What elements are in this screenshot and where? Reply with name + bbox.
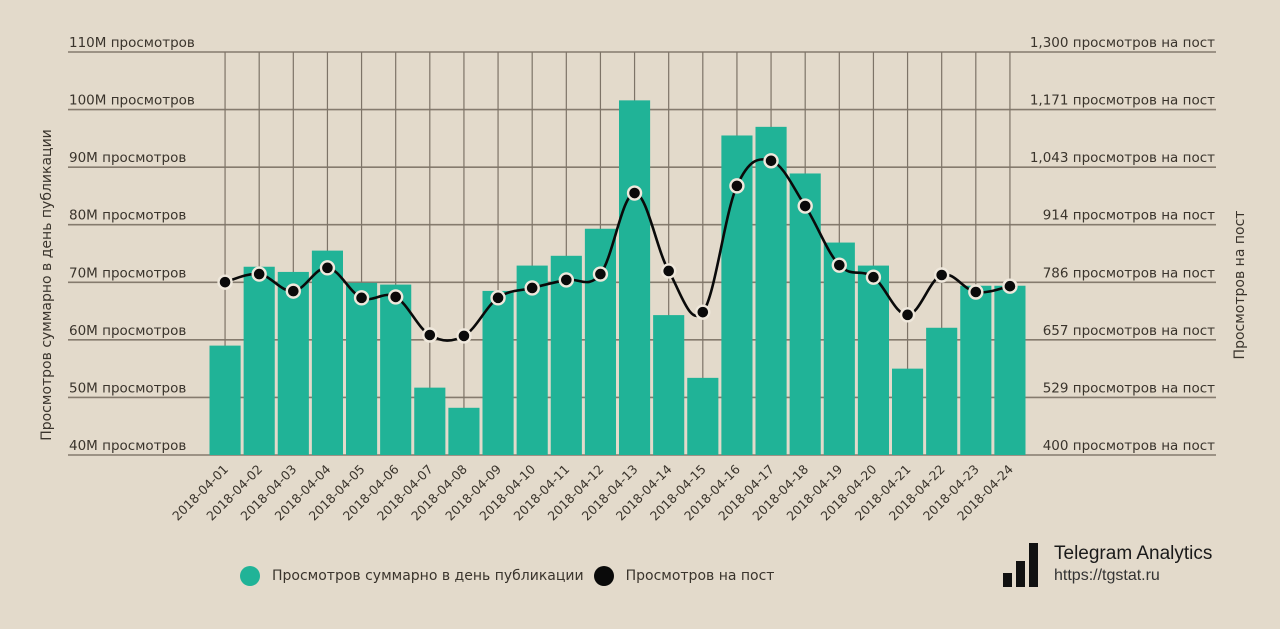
left-tick-labels: 40M просмотров 50M просмотров 60M просмотр…	[69, 35, 195, 454]
bar[interactable]	[380, 284, 412, 455]
line-point[interactable]	[695, 304, 711, 320]
right-tick-label: 786 просмотров на пост	[1043, 265, 1215, 281]
left-tick-label: 60M просмотров	[69, 323, 186, 339]
bar[interactable]	[584, 228, 616, 455]
line-point[interactable]	[456, 328, 472, 344]
line-point[interactable]	[490, 290, 506, 306]
left-tick-label: 110M просмотров	[69, 35, 195, 51]
right-tick-label: 1,043 просмотров на пост	[1030, 150, 1215, 166]
bar[interactable]	[687, 377, 719, 455]
line-point[interactable]	[729, 178, 745, 194]
line-point[interactable]	[933, 267, 950, 283]
brand-name: Telegram Analytics	[1054, 543, 1213, 564]
left-tick-label: 40M просмотров	[69, 438, 186, 454]
line-point[interactable]	[1002, 278, 1018, 294]
left-tick-label: 70M просмотров	[69, 265, 186, 281]
line-point[interactable]	[899, 307, 916, 323]
bar[interactable]	[346, 282, 378, 455]
line-point[interactable]	[524, 280, 540, 296]
legend: Просмотров суммарно в день публикации Пр…	[240, 566, 784, 586]
line-point[interactable]	[558, 272, 575, 288]
bar[interactable]	[653, 315, 685, 455]
line-point[interactable]	[285, 283, 302, 299]
bar[interactable]	[892, 368, 924, 455]
bar[interactable]	[755, 126, 787, 455]
line-point[interactable]	[865, 269, 882, 285]
brand-logo: Telegram Analytics https://tgstat.ru	[1003, 541, 1212, 587]
bar[interactable]	[960, 285, 992, 455]
left-tick-label: 90M просмотров	[69, 150, 186, 166]
bar[interactable]	[619, 100, 651, 456]
legend-teal-dot-icon	[240, 566, 260, 586]
bar[interactable]	[482, 290, 514, 455]
line-point[interactable]	[831, 257, 848, 273]
bar[interactable]	[789, 173, 821, 455]
left-axis-title: Просмотров суммарно в день публикации	[39, 129, 55, 441]
right-tick-label: 657 просмотров на пост	[1043, 323, 1215, 339]
line-point[interactable]	[763, 153, 779, 169]
bar[interactable]	[926, 327, 958, 455]
line-point[interactable]	[217, 274, 233, 290]
line-point[interactable]	[592, 266, 609, 282]
brand-url[interactable]: https://tgstat.ru	[1054, 567, 1160, 584]
legend-item-views-per-post[interactable]: Просмотров на пост	[593, 566, 775, 586]
left-tick-label: 50M просмотров	[69, 380, 186, 396]
bar[interactable]	[414, 387, 446, 455]
bar[interactable]	[243, 266, 275, 455]
line-point[interactable]	[797, 198, 813, 214]
bar[interactable]	[857, 265, 889, 455]
bar[interactable]	[994, 285, 1026, 455]
bar-chart-logo-icon	[1003, 541, 1042, 587]
right-tick-labels: 400 просмотров на пост 529 просмотров на …	[1030, 35, 1215, 454]
bar[interactable]	[516, 265, 548, 455]
right-tick-label: 529 просмотров на пост	[1043, 380, 1215, 396]
line-point[interactable]	[968, 284, 984, 300]
bar[interactable]	[448, 407, 480, 455]
legend-label: Просмотров суммарно в день публикации	[272, 568, 584, 584]
left-tick-label: 100M просмотров	[69, 93, 195, 109]
bar[interactable]	[209, 345, 241, 455]
left-tick-label: 80M просмотров	[69, 208, 186, 224]
right-tick-label: 1,171 просмотров на пост	[1030, 93, 1215, 109]
line-point[interactable]	[251, 266, 267, 282]
legend-black-dot-icon	[593, 566, 614, 586]
legend-item-total-views[interactable]: Просмотров суммарно в день публикации	[240, 566, 584, 586]
line-point[interactable]	[319, 260, 336, 276]
line-point[interactable]	[660, 263, 677, 279]
bar[interactable]	[550, 255, 582, 455]
line-series	[217, 153, 1018, 344]
right-tick-label: 400 просмотров на пост	[1043, 438, 1215, 454]
line-point[interactable]	[353, 290, 370, 306]
right-axis-title: Просмотров на пост	[1232, 211, 1248, 360]
line-point[interactable]	[626, 185, 643, 201]
bars	[209, 100, 1026, 456]
bar[interactable]	[311, 250, 343, 455]
right-tick-label: 914 просмотров на пост	[1043, 208, 1215, 224]
bar[interactable]	[277, 271, 309, 455]
legend-label: Просмотров на пост	[625, 568, 775, 584]
x-tick-labels: 2018-04-012018-04-022018-04-032018-04-04…	[169, 461, 1016, 523]
bar[interactable]	[823, 242, 855, 455]
line-point[interactable]	[422, 327, 438, 343]
line-point[interactable]	[387, 289, 404, 305]
right-tick-label: 1,300 просмотров на пост	[1030, 35, 1215, 51]
